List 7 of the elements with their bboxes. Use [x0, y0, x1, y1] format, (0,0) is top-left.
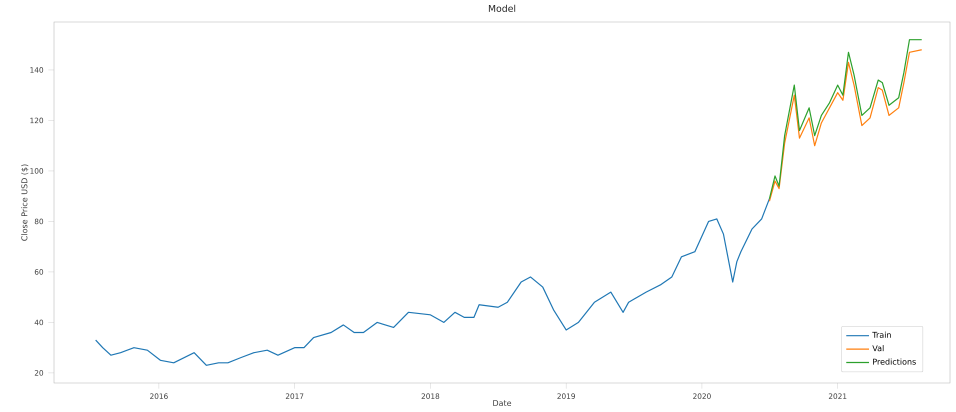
line-series	[95, 198, 770, 366]
legend-label: Val	[872, 345, 884, 352]
chart-title: Model	[488, 4, 516, 12]
y-axis-title: Close Price USD ($)	[21, 164, 28, 241]
legend-label: Predictions	[873, 358, 916, 365]
legend-label: Train	[872, 332, 891, 338]
x-axis-title: Date	[493, 400, 512, 406]
